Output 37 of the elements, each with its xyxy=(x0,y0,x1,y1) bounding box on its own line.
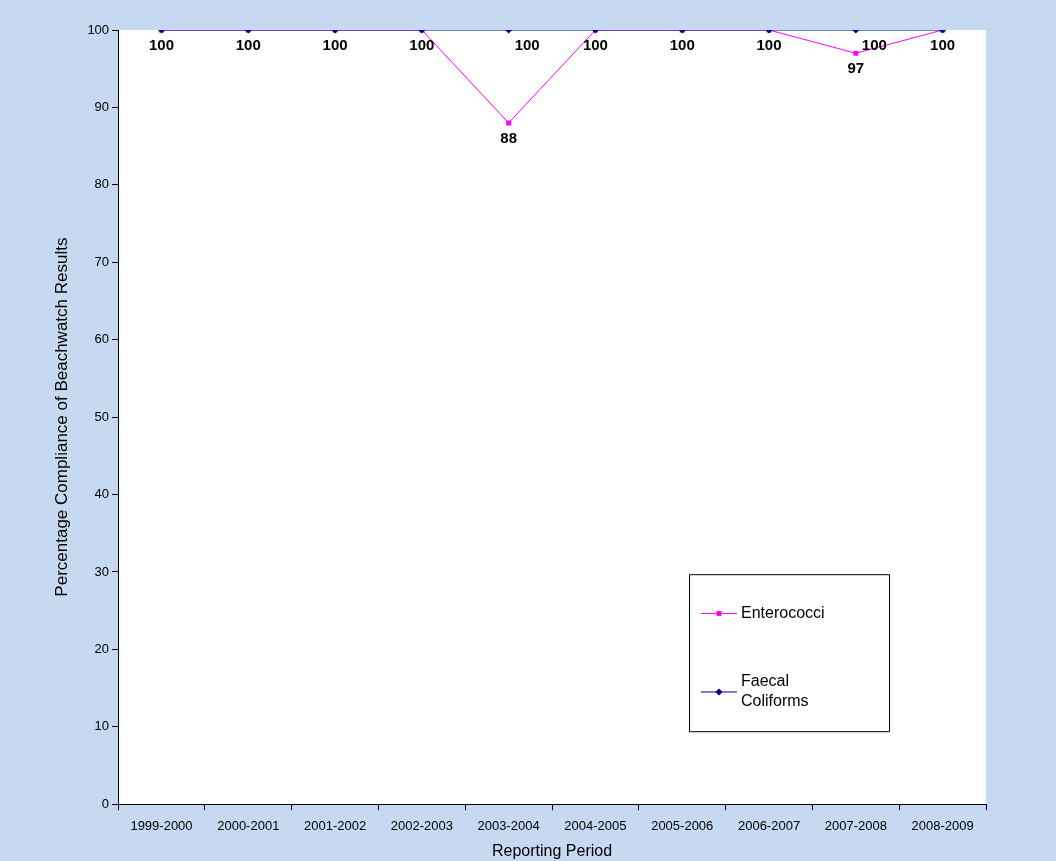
x-tick-label: 2008-2009 xyxy=(911,817,974,833)
legend-label: Enterococci xyxy=(741,603,825,621)
x-tick-label: 2004-2005 xyxy=(564,817,627,833)
data-label: 100 xyxy=(582,35,608,53)
x-tick-label: 2001-2002 xyxy=(303,817,367,833)
y-tick-label: 70 xyxy=(94,253,110,269)
y-tick-label: 10 xyxy=(94,718,110,734)
y-tick-label: 90 xyxy=(94,99,110,114)
y-tick-label: 80 xyxy=(94,176,110,192)
data-label: 100 xyxy=(756,35,782,53)
y-tick-label: 20 xyxy=(94,640,110,656)
data-label: 100 xyxy=(930,35,956,53)
data-label: 100 xyxy=(861,35,887,53)
y-tick-label: 100 xyxy=(87,21,110,37)
y-tick-label: 50 xyxy=(94,408,110,424)
y-axis-title: Percentage Compliance of Beachwatch Results xyxy=(51,237,71,597)
y-tick-label: 30 xyxy=(94,563,110,579)
data-label: 88 xyxy=(500,128,517,146)
data-label: 100 xyxy=(148,35,174,53)
x-axis-title: Reporting Period xyxy=(492,841,613,859)
x-tick-label: 1999-2000 xyxy=(130,817,193,833)
data-label: 100 xyxy=(322,35,348,53)
data-label: 100 xyxy=(669,35,695,53)
data-label: 100 xyxy=(235,35,261,53)
data-label: 97 xyxy=(847,58,865,76)
x-tick-label: 2007-2008 xyxy=(824,817,887,833)
x-tick-label: 2000-2001 xyxy=(217,817,280,833)
y-tick-label: 60 xyxy=(94,331,110,347)
y-tick-label: 0 xyxy=(101,795,110,811)
x-tick-label: 2005-2006 xyxy=(651,817,714,833)
x-tick-label: 2006-2007 xyxy=(737,817,801,833)
x-tick-label: 2003-2004 xyxy=(477,817,540,833)
data-label: 100 xyxy=(514,35,540,53)
y-tick-label: 40 xyxy=(94,486,110,502)
x-tick-label: 2002-2003 xyxy=(390,817,453,833)
legend-label: Faecal Coliforms xyxy=(741,672,809,710)
data-label: 100 xyxy=(409,35,435,53)
